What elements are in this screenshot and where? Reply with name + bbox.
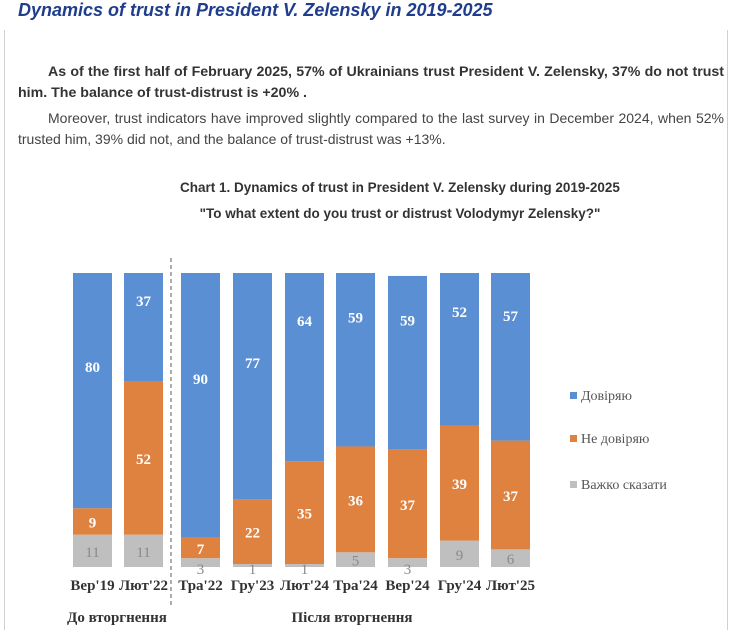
legend-swatch [570,435,577,442]
bar-segment [124,381,163,535]
paragraph-comparison: Moreover, trust indicators have improved… [18,110,724,147]
page-title: Dynamics of trust in President V. Zelens… [18,0,493,20]
data-label: 36 [348,493,364,509]
bar-segment [73,273,112,509]
bar-segment [124,273,163,382]
data-label: 52 [452,305,467,321]
x-tick-label: Вер'19 [70,578,114,594]
data-label: 64 [297,314,313,330]
x-tick-label: Вер'24 [385,578,430,594]
x-tick-label: Лют'24 [280,578,329,594]
bar-segment [233,273,272,500]
bar-segment [181,537,220,559]
legend-label: Важко сказати [581,478,667,493]
bar-segment [388,449,427,559]
x-tick-label: Гру'23 [231,578,274,594]
bar-segment [233,499,272,565]
data-label: 80 [85,360,100,376]
data-label: 1 [301,562,309,578]
paragraph-summary: As of the first half of February 2025, 5… [18,64,724,101]
data-label: 37 [400,498,416,514]
data-label: 39 [452,477,467,493]
bar-segment [181,558,220,567]
legend-label: Не довіряю [581,432,649,447]
x-tick-label: Тра'22 [178,578,222,594]
data-label: 57 [503,309,519,325]
data-label: 5 [352,554,360,570]
chart-subtitle: "To what extent do you trust or distrust… [199,206,601,221]
bar-segment [336,552,375,567]
bar-segment [336,273,375,447]
bar-segment [336,446,375,553]
data-label: 3 [404,562,412,578]
bar-segment [285,273,324,462]
legend-label: Довіряю [581,389,632,404]
bar-segment [491,273,530,441]
bar-segment [491,440,530,550]
data-label: 3 [197,562,205,578]
group-label-after: Після вторгнення [291,610,412,626]
data-label: 22 [245,526,260,542]
x-tick-label: Тра'24 [333,578,378,594]
page-border-left [4,30,5,630]
data-label: 9 [89,515,97,531]
bar-segment [73,534,112,567]
bar-segment [491,549,530,567]
data-label: 90 [193,372,208,388]
chart-title: Chart 1. Dynamics of trust in President … [180,180,620,195]
data-label: 1 [249,562,257,578]
data-label: 77 [245,356,261,372]
data-label: 37 [503,489,519,505]
bar-segment [388,558,427,567]
data-label: 6 [507,552,515,568]
data-label: 37 [136,294,152,310]
data-label: 35 [297,507,312,523]
legend-swatch [570,392,577,399]
bar-segment [440,425,479,541]
bar-segment [440,273,479,426]
page-border-right [727,30,728,630]
bar-segment [285,461,324,565]
bar-segment [233,564,272,567]
group-label-before: До вторгнення [67,610,167,626]
data-label: 7 [197,542,205,558]
data-label: 52 [136,452,151,468]
legend-swatch [570,481,577,488]
data-label: 9 [456,548,464,564]
bar-segment [181,273,220,538]
data-label: 59 [348,310,363,326]
bar-segment [440,540,479,567]
bar-segment [285,564,324,567]
data-label: 11 [85,545,99,561]
x-tick-label: Гру'24 [438,578,482,594]
bar-segment [388,275,427,450]
x-tick-label: Лют'22 [119,578,168,594]
data-label: 11 [136,545,150,561]
data-label: 59 [400,313,415,329]
bar-segment [73,508,112,535]
bar-segment [124,534,163,567]
x-tick-label: Лют'25 [486,578,535,594]
